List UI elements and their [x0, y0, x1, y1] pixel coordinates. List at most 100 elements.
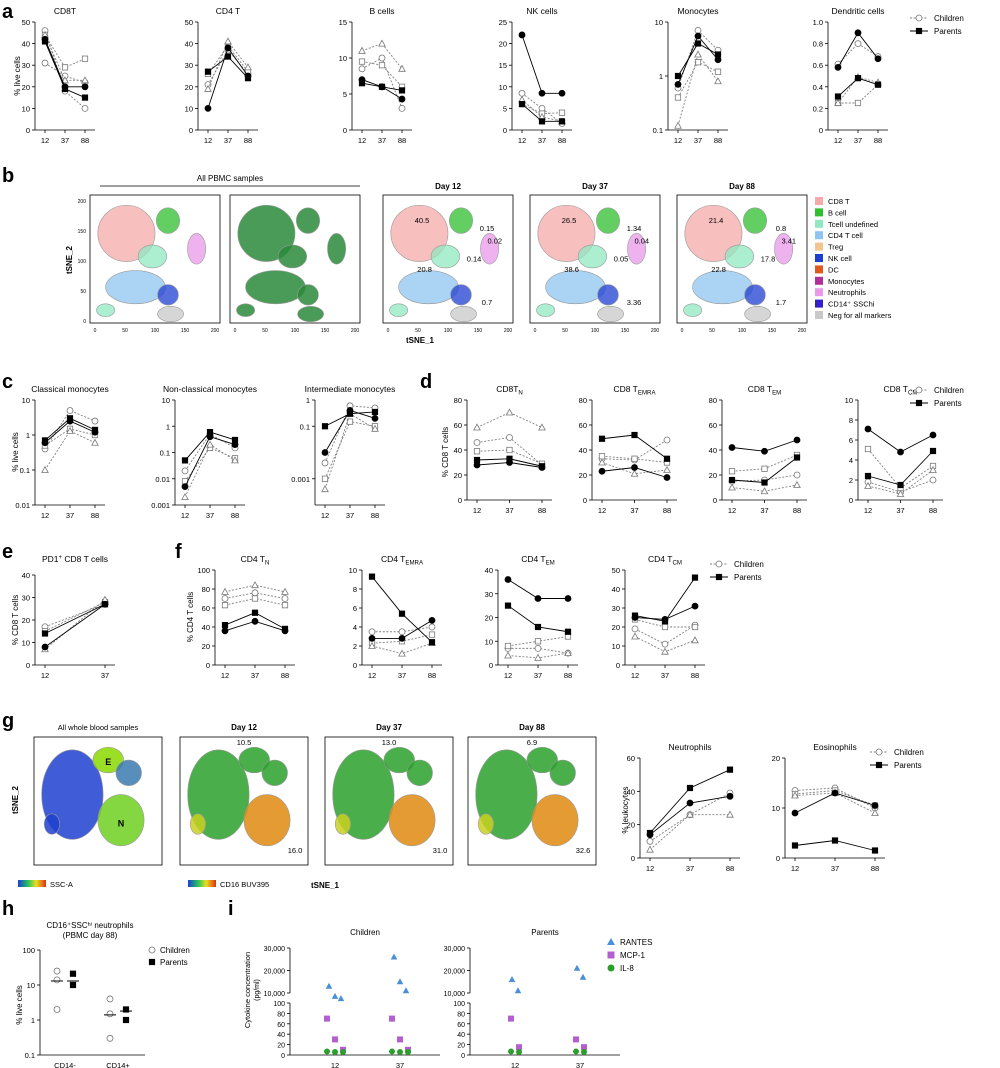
- series-line: [44, 34, 86, 68]
- y-tick-label: 6: [849, 436, 853, 445]
- tsne-day-title: Day 12: [435, 182, 461, 191]
- data-point: [534, 595, 542, 602]
- tsne-cluster: [97, 794, 145, 847]
- series-line: [867, 428, 934, 453]
- panel-label-c: c: [2, 371, 13, 393]
- celltype-swatch: [815, 197, 823, 205]
- tsne-plot: Day 12 40.5 0.15 0.02 0.14 20.8 0.7: [382, 182, 514, 324]
- data-point: [251, 581, 259, 589]
- tsne-x-tick: 50: [122, 328, 128, 334]
- data-point: [534, 644, 542, 652]
- data-point: [81, 76, 89, 84]
- line-subplot: 0 2 4 6 8 10 12 37 88: [845, 396, 943, 515]
- data-point: [646, 845, 654, 853]
- y-tick-label: 60: [457, 1022, 465, 1029]
- panel-label-e: e: [2, 541, 13, 563]
- il8-point: [405, 1048, 411, 1055]
- data-point: [854, 75, 862, 82]
- tsne-cluster: [597, 306, 624, 323]
- data-point: [793, 454, 801, 461]
- tsne-cluster: [156, 207, 181, 234]
- y-tick-label: 0.6: [813, 61, 823, 70]
- data-point: [251, 595, 259, 602]
- legend-children-marker: [915, 14, 923, 22]
- data-point: [91, 438, 99, 446]
- il8-point: [332, 1048, 338, 1055]
- data-point: [854, 29, 862, 37]
- tsne-x-tick: 150: [321, 328, 330, 334]
- data-point: [398, 628, 406, 636]
- g-day-value-top: 13.0: [382, 738, 397, 747]
- data-point: [473, 456, 481, 464]
- y-tick-label: 40: [485, 566, 493, 575]
- data-point: [630, 469, 639, 477]
- series-line: [44, 599, 106, 650]
- tsne-cluster: [406, 759, 433, 786]
- cluster-label-e: E: [105, 757, 111, 767]
- data-point: [791, 809, 799, 817]
- data-point: [831, 837, 839, 844]
- y-tick-label: 10: [349, 566, 357, 575]
- data-point: [181, 492, 189, 500]
- x-tick-label: 37: [206, 511, 214, 520]
- data-point: [251, 609, 259, 616]
- panel-h-subtitle: (PBMC day 88): [63, 931, 118, 940]
- data-point: [122, 1006, 130, 1013]
- y-tick-label: 1: [26, 431, 30, 440]
- data-point: [69, 970, 77, 977]
- data-point: [473, 439, 481, 446]
- data-point: [871, 808, 879, 816]
- x-tick-label: 88: [398, 136, 406, 145]
- series-line: [44, 603, 106, 648]
- legend-children-marker: [148, 946, 156, 954]
- data-point: [728, 444, 736, 451]
- y-tick-label: 20: [202, 642, 210, 651]
- celltype-label: Monocytes: [828, 277, 865, 286]
- tsne-x-tick: 200: [351, 328, 360, 334]
- rantes-point: [579, 973, 587, 980]
- rantes-point: [331, 992, 339, 999]
- data-point: [874, 81, 882, 88]
- y-tick-label: 4: [353, 623, 357, 632]
- tsne-cluster: [450, 284, 472, 306]
- celltype-swatch: [815, 311, 823, 319]
- y-tick-label: 40: [277, 1032, 285, 1039]
- legend-parents-marker: [875, 761, 883, 769]
- y-tick-label: 10: [22, 639, 30, 648]
- data-point: [204, 105, 212, 112]
- celltype-swatch: [815, 231, 823, 240]
- data-point: [691, 602, 699, 610]
- y-tick-label: 8: [849, 416, 853, 425]
- x-tick-label: 37: [661, 671, 669, 680]
- data-point: [321, 449, 329, 456]
- data-point: [181, 467, 189, 475]
- y-tick-label: 0: [189, 126, 193, 135]
- y-tick-label: 10: [499, 83, 507, 92]
- data-point: [538, 423, 546, 431]
- y-tick-label: 0: [713, 496, 717, 505]
- tsne-cluster: [189, 813, 206, 835]
- data-point: [661, 618, 669, 625]
- data-point: [504, 576, 512, 583]
- data-point: [66, 407, 74, 414]
- tsne-cluster-value: 0.7: [482, 298, 492, 307]
- il8-point: [573, 1048, 579, 1055]
- tsne-cluster: [692, 270, 753, 305]
- g-day-title: Day 37: [376, 723, 402, 732]
- data-point: [281, 625, 289, 633]
- x-tick-label: 12: [331, 1061, 339, 1068]
- line-subplot: 0 10 20 30 40 50 12 37 88: [612, 566, 705, 680]
- celltype-label: Treg: [828, 243, 843, 252]
- data-point: [321, 459, 329, 467]
- x-tick-label: 88: [564, 671, 572, 680]
- tsne-plot: Day 88 21.4 0.8 3.41 17.8 22.8 1.7: [676, 182, 808, 324]
- tsne-cluster-value: 0.8: [776, 224, 786, 233]
- data-point: [598, 435, 606, 442]
- data-point: [564, 595, 572, 602]
- data-point: [714, 68, 722, 75]
- data-point: [428, 623, 436, 631]
- data-point: [378, 62, 386, 69]
- y-tick-label: 10,000: [264, 991, 286, 998]
- x-tick-label: 37: [538, 136, 546, 145]
- data-point: [244, 75, 252, 82]
